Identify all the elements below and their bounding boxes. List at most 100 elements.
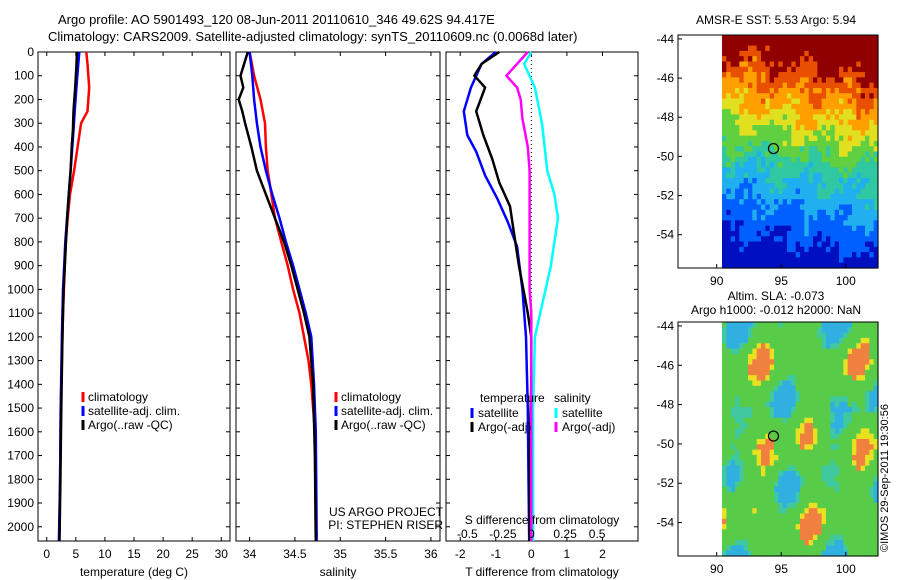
sst-heatmap-field <box>722 35 879 269</box>
y-tick-label: 1900 <box>7 496 34 510</box>
map-y-tick-label: -54 <box>657 228 675 242</box>
series-line-blue <box>462 51 531 542</box>
annotation-text: PI: STEPHEN RISER <box>328 518 443 532</box>
legend-label: Argo(..raw -QC) <box>88 418 173 432</box>
plot-frame-2 <box>235 51 441 542</box>
y-tick-label: 900 <box>14 259 34 273</box>
annotation-text: US ARGO PROJECT <box>329 505 444 519</box>
legend-label: climatology <box>341 390 401 404</box>
y-tick-label: 0 <box>27 45 34 59</box>
x-axis-label: temperature (deg C) <box>80 565 188 579</box>
legend-label: satellite-adj. clim. <box>88 404 180 418</box>
legend-group-label: temperature <box>480 391 545 405</box>
x-tick-label: -1 <box>490 547 501 561</box>
figure-title-line2: Climatology: CARS2009. Satellite-adjuste… <box>48 29 578 44</box>
map-x-tick-label: 90 <box>710 274 724 288</box>
argo-position-marker <box>767 142 780 155</box>
map-y-tick-label: -54 <box>657 516 675 530</box>
secondary-x-axis-label: S difference from climatology <box>465 513 620 527</box>
argo-position-marker <box>767 430 780 442</box>
x-tick-label: 1 <box>564 547 571 561</box>
y-tick-label: 200 <box>14 92 34 106</box>
legend-label: Argo(..raw -QC) <box>341 418 426 432</box>
map-x-tick-label: 100 <box>836 274 856 288</box>
map-subtitle: Argo h1000: -0.012 h2000: NaN <box>691 303 861 317</box>
y-tick-label: 1300 <box>7 354 34 368</box>
map-x-tick-label: 95 <box>775 274 789 288</box>
map-y-tick-label: -46 <box>657 358 675 372</box>
y-tick-label: 100 <box>14 69 34 83</box>
y-tick-label: 700 <box>14 211 34 225</box>
x-tick-label: 20 <box>156 547 170 561</box>
legend-label: satellite <box>562 406 603 420</box>
legend-label: satellite-adj. clim. <box>341 404 433 418</box>
x-tick-label: 34.5 <box>283 547 307 561</box>
x-tick-label: 15 <box>127 547 141 561</box>
map-x-tick-label: 90 <box>710 562 724 576</box>
y-tick-label: 1400 <box>7 377 34 391</box>
map-y-tick-label: -44 <box>657 319 675 333</box>
y-tick-label: 1500 <box>7 401 34 415</box>
legend-label: climatology <box>88 390 148 404</box>
y-tick-label: 400 <box>14 140 34 154</box>
x-tick-label: 5 <box>72 547 79 561</box>
y-tick-label: 800 <box>14 235 34 249</box>
map-frame-1 <box>677 34 879 269</box>
series-line-blue <box>248 51 318 542</box>
credit-text: ©IMOS 29-Sep-2011 19:30:56 <box>879 404 891 552</box>
y-tick-label: 1600 <box>7 425 34 439</box>
plot-frame-1 <box>37 51 231 542</box>
y-tick-label: 1800 <box>7 472 34 486</box>
series-line-black <box>237 51 318 542</box>
series-line-black <box>58 51 79 542</box>
map-frame-2 <box>677 321 879 557</box>
y-tick-label: 1100 <box>8 306 34 320</box>
secondary-x-tick-label: -0.5 <box>457 527 478 541</box>
y-tick-label: 1700 <box>7 449 34 463</box>
map-y-tick-label: -44 <box>657 32 675 46</box>
y-tick-label: 500 <box>14 164 34 178</box>
y-tick-label: 600 <box>14 187 34 201</box>
x-tick-label: 10 <box>98 547 112 561</box>
map-title: Altim. SLA: -0.073 <box>728 289 825 303</box>
legend-label: Argo(-adj) <box>562 420 615 434</box>
map-y-tick-label: -46 <box>657 71 675 85</box>
y-tick-label: 300 <box>14 116 34 130</box>
map-y-tick-label: -48 <box>657 398 675 412</box>
map-x-tick-label: 100 <box>836 562 856 576</box>
x-tick-label: -2 <box>455 547 466 561</box>
x-tick-label: 35.5 <box>374 547 398 561</box>
y-tick-label: 2000 <box>7 520 34 534</box>
secondary-x-tick-label: -0.25 <box>489 527 517 541</box>
secondary-x-tick-label: 0.25 <box>553 527 577 541</box>
legend-group-label: salinity <box>554 391 591 405</box>
map-title: AMSR-E SST: 5.53 Argo: 5.94 <box>696 13 856 27</box>
x-tick-label: 34 <box>243 547 257 561</box>
x-tick-label: 35 <box>334 547 348 561</box>
sla-heatmap-field <box>722 322 879 557</box>
y-tick-label: 1200 <box>7 330 34 344</box>
x-tick-label: 30 <box>215 547 229 561</box>
map-y-tick-label: -48 <box>657 110 675 124</box>
series-line-cyan <box>522 51 560 541</box>
figure-title-line1: Argo profile: AO 5901493_120 08-Jun-2011… <box>58 12 495 27</box>
map-y-tick-label: -52 <box>657 189 675 203</box>
x-axis-label: salinity <box>320 565 357 579</box>
x-axis-label: T difference from climatology <box>465 565 619 579</box>
map-x-tick-label: 95 <box>775 562 789 576</box>
map-y-tick-label: -50 <box>657 149 675 163</box>
x-tick-label: 36 <box>424 547 438 561</box>
series-line-magenta <box>505 51 533 541</box>
map-y-tick-label: -50 <box>657 437 675 451</box>
secondary-x-tick-label: 0 <box>528 527 535 541</box>
legend-label: satellite <box>478 406 519 420</box>
x-tick-label: 25 <box>186 547 200 561</box>
secondary-x-tick-label: 0.5 <box>589 527 606 541</box>
series-line-red <box>248 51 318 542</box>
legend-label: Argo(-adj) <box>478 420 531 434</box>
y-tick-label: 1000 <box>7 282 34 296</box>
map-y-tick-label: -52 <box>657 476 675 490</box>
x-tick-label: 2 <box>599 547 606 561</box>
x-tick-label: 0 <box>528 547 535 561</box>
